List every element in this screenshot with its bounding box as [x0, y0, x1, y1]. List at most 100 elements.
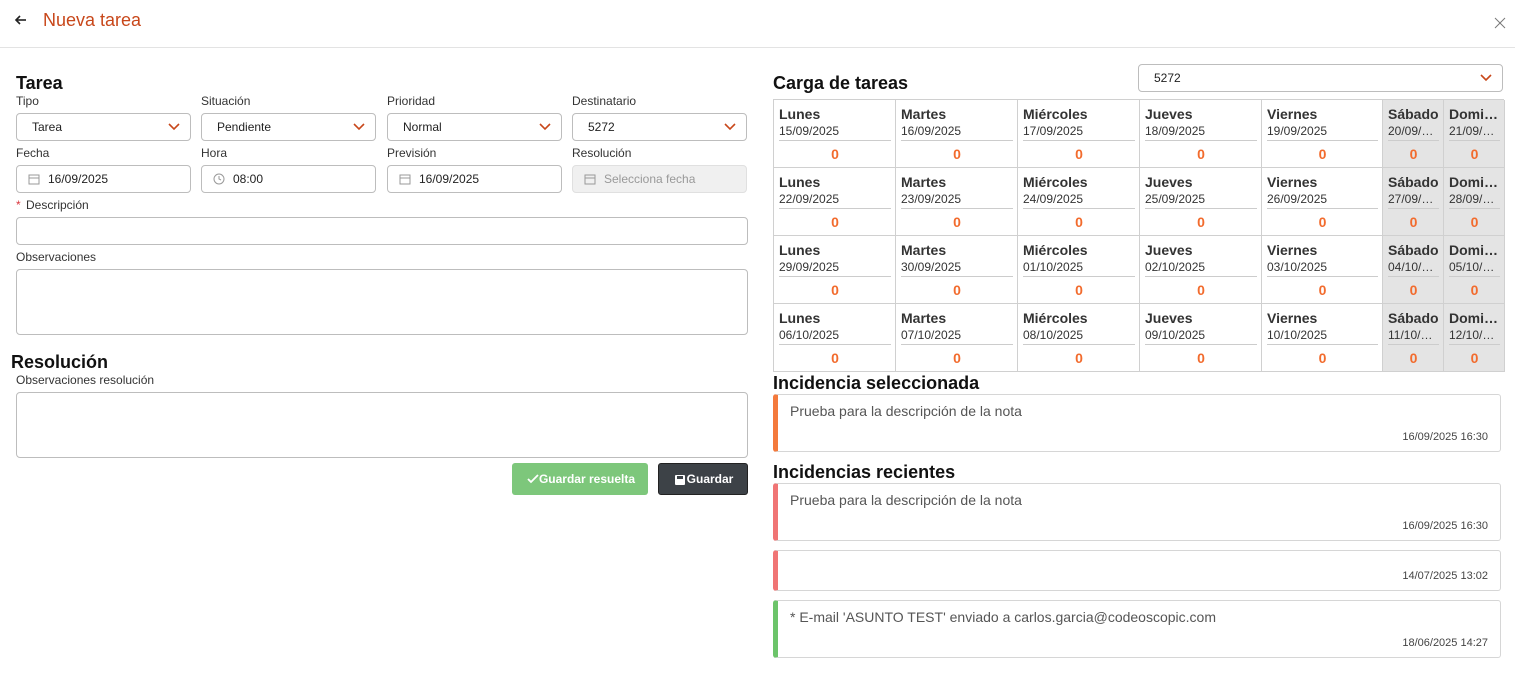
field-label: Observaciones resolución — [16, 373, 155, 387]
incident-card: Prueba para la descripción de la nota 16/… — [773, 483, 1501, 541]
day-name: Martes — [901, 174, 947, 190]
input-icon-svg — [584, 174, 596, 185]
incident-card: * E-mail 'ASUNTO TEST' enviado a carlos.… — [773, 600, 1501, 658]
day-cell: Miércoles 17/09/2025 0 — [1018, 100, 1140, 168]
day-cell: Sábado 11/10/2025 0 — [1383, 304, 1444, 372]
section-title: Tarea — [16, 73, 63, 93]
day-date: 06/10/2025 — [779, 328, 891, 345]
day-name: Lunes — [779, 242, 821, 258]
day-date: 01/10/2025 — [1023, 260, 1135, 277]
chevron — [538, 120, 552, 137]
day-cell: Jueves 02/10/2025 0 — [1140, 236, 1262, 304]
task-count: 0 — [831, 214, 839, 230]
day-date: 05/10/2025 — [1449, 260, 1500, 277]
task-count: 0 — [1318, 282, 1327, 298]
day-name: Miércoles — [1023, 310, 1088, 326]
select-input[interactable]: Normal — [387, 113, 562, 141]
day-date: 24/09/2025 — [1023, 192, 1135, 209]
close-button[interactable] — [1493, 16, 1507, 35]
day-name: Viernes — [1267, 106, 1318, 122]
incident-datetime: 18/06/2025 14:27 — [1402, 637, 1488, 649]
select-input[interactable]: 5272 — [572, 113, 747, 141]
day-date: 29/09/2025 — [779, 260, 891, 277]
day-name: Jueves — [1145, 174, 1193, 190]
field-label: Destinatario — [572, 94, 637, 108]
day-date: 02/10/2025 — [1145, 260, 1257, 277]
input-icon — [27, 172, 41, 189]
input-icon — [212, 172, 226, 189]
task-count: 0 — [953, 146, 961, 162]
field-label: Descripción — [26, 198, 89, 212]
task-count: 0 — [1409, 214, 1418, 230]
chevron — [352, 120, 366, 137]
day-date: 21/09/2025 — [1449, 124, 1500, 141]
task-count: 0 — [953, 282, 961, 298]
day-cell: Domingo 12/10/2025 0 — [1444, 304, 1505, 372]
day-cell: Martes 07/10/2025 0 — [896, 304, 1018, 372]
day-name: Sábado — [1388, 106, 1439, 122]
check-icon — [526, 472, 540, 489]
text-input[interactable] — [16, 217, 748, 245]
day-name: Lunes — [779, 174, 821, 190]
textarea[interactable] — [16, 392, 748, 458]
day-cell: Jueves 25/09/2025 0 — [1140, 168, 1262, 236]
day-cell: Lunes 15/09/2025 0 — [774, 100, 896, 168]
task-count: 0 — [1470, 282, 1479, 298]
date-input[interactable]: 08:00 — [201, 165, 376, 193]
day-date: 12/10/2025 — [1449, 328, 1500, 345]
user-select[interactable]: 5272 — [1138, 64, 1503, 92]
day-name: Sábado — [1388, 242, 1439, 258]
day-date: 26/09/2025 — [1267, 192, 1378, 209]
task-count: 0 — [1197, 350, 1205, 366]
date-input[interactable]: 16/09/2025 — [16, 165, 191, 193]
task-count: 0 — [953, 214, 961, 230]
day-cell: Lunes 29/09/2025 0 — [774, 236, 896, 304]
chevron-svg — [1480, 74, 1492, 82]
field-label: Resolución — [572, 146, 632, 160]
back-button[interactable] — [14, 13, 28, 32]
day-cell: Martes 30/09/2025 0 — [896, 236, 1018, 304]
day-date: 30/09/2025 — [901, 260, 1013, 277]
textarea[interactable] — [16, 269, 748, 335]
day-name: Domingo — [1449, 242, 1500, 258]
day-name: Viernes — [1267, 174, 1318, 190]
header-divider — [0, 47, 1515, 48]
day-date: 22/09/2025 — [779, 192, 891, 209]
day-name: Martes — [901, 242, 947, 258]
task-count: 0 — [1470, 214, 1479, 230]
incident-text: Prueba para la descripción de la nota — [790, 492, 1022, 508]
button-label: Guardar resuelta — [538, 472, 636, 486]
day-date: 28/09/2025 — [1449, 192, 1500, 209]
chevron — [1479, 71, 1493, 88]
incident-text: Prueba para la descripción de la nota — [790, 403, 1022, 419]
day-cell: Sábado 27/09/2025 0 — [1383, 168, 1444, 236]
day-name: Domingo — [1449, 310, 1500, 326]
day-date: 20/09/2025 — [1388, 124, 1439, 141]
task-count: 0 — [1197, 214, 1205, 230]
save-resolved-button[interactable]: Guardar resuelta — [512, 463, 648, 495]
day-name: Martes — [901, 310, 947, 326]
save-button[interactable]: Guardar — [658, 463, 748, 495]
day-name: Viernes — [1267, 310, 1318, 326]
day-date: 27/09/2025 — [1388, 192, 1439, 209]
select-input[interactable]: Tarea — [16, 113, 191, 141]
day-cell: Miércoles 01/10/2025 0 — [1018, 236, 1140, 304]
day-name: Lunes — [779, 310, 821, 326]
date-input[interactable]: 16/09/2025 — [387, 165, 562, 193]
field-label: Tipo — [16, 94, 39, 108]
day-cell: Martes 16/09/2025 0 — [896, 100, 1018, 168]
task-count: 0 — [1409, 146, 1418, 162]
select-input[interactable]: Pendiente — [201, 113, 376, 141]
day-cell: Viernes 10/10/2025 0 — [1262, 304, 1383, 372]
incident-datetime: 14/07/2025 13:02 — [1402, 570, 1488, 582]
day-date: 09/10/2025 — [1145, 328, 1257, 345]
day-cell: Viernes 03/10/2025 0 — [1262, 236, 1383, 304]
day-name: Jueves — [1145, 310, 1193, 326]
incident-datetime: 16/09/2025 16:30 — [1402, 431, 1488, 443]
day-date: 11/10/2025 — [1388, 328, 1439, 345]
field-label: Prioridad — [387, 94, 436, 108]
field-label: Situación — [201, 94, 251, 108]
day-name: Domingo — [1449, 106, 1500, 122]
day-cell: Sábado 20/09/2025 0 — [1383, 100, 1444, 168]
